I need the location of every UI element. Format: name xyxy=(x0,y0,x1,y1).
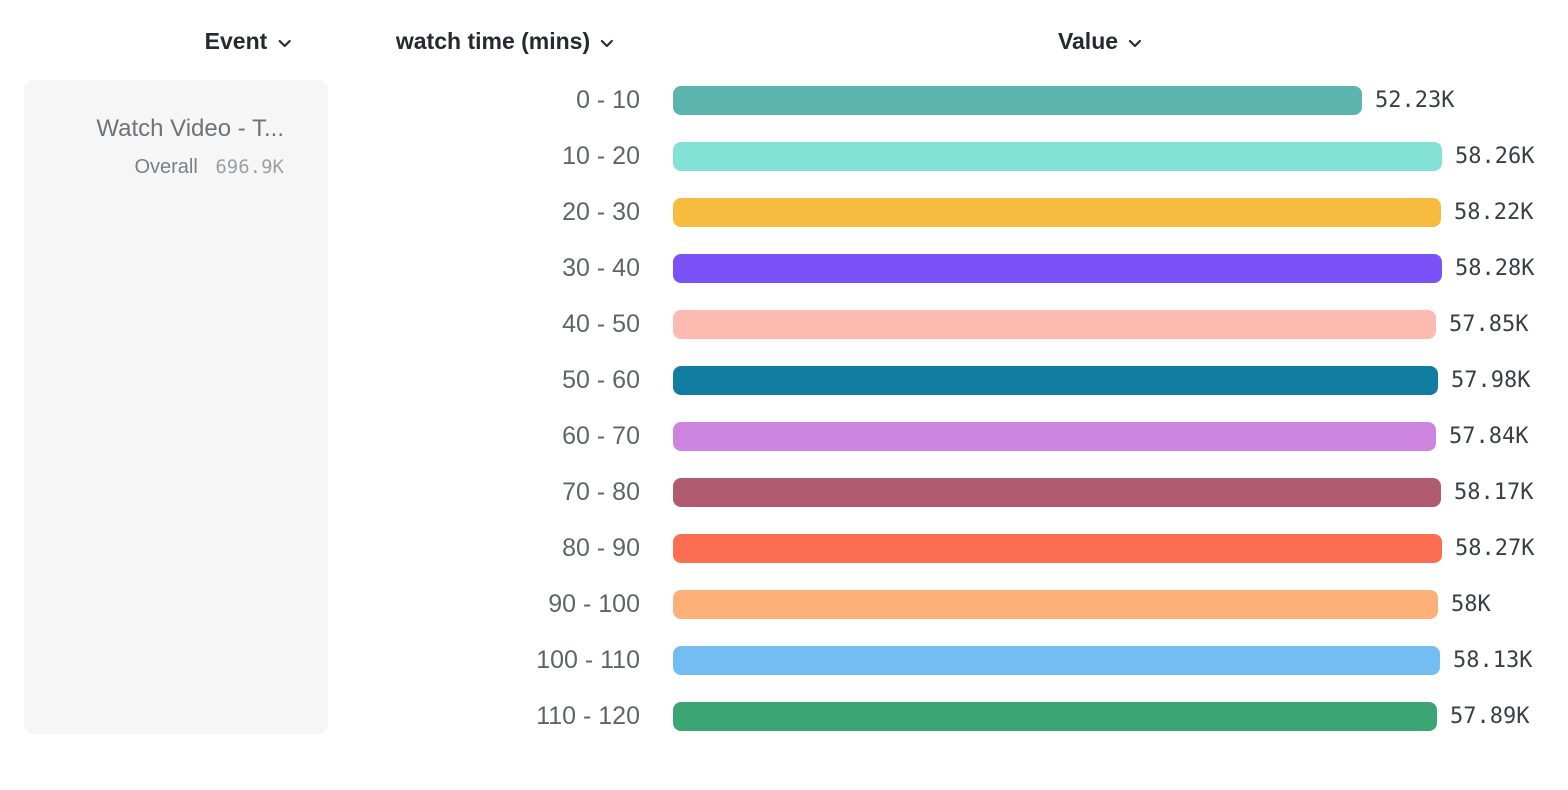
value-column-label: Value xyxy=(1057,28,1119,54)
category-label: 30 - 40 xyxy=(562,254,640,282)
category-label: 110 - 120 xyxy=(536,702,640,730)
chart-row: 40 - 50 57.85K xyxy=(0,296,1568,352)
breakdown-column-label: watch time (mins) xyxy=(395,28,591,54)
event-column-header[interactable]: Event xyxy=(205,28,292,55)
value-label: 57.85K xyxy=(1449,312,1529,337)
category-label: 40 - 50 xyxy=(562,310,640,338)
category-label: 60 - 70 xyxy=(562,422,640,450)
value-label: 58.26K xyxy=(1455,144,1535,169)
value-label: 58.28K xyxy=(1455,256,1535,281)
event-card[interactable]: Watch Video - T... Overall 696.9K xyxy=(24,80,328,734)
chart-row: 20 - 30 58.22K xyxy=(0,184,1568,240)
chevron-down-icon xyxy=(600,39,614,48)
value-column-header[interactable]: Value xyxy=(1058,28,1142,55)
chart-row: 100 - 110 58.13K xyxy=(0,632,1568,688)
value-label: 57.89K xyxy=(1450,704,1530,729)
bar[interactable] xyxy=(673,142,1442,171)
chart-row: 110 - 120 57.89K xyxy=(0,688,1568,744)
event-title: Watch Video - T... xyxy=(96,115,284,142)
value-label: 58.17K xyxy=(1454,480,1534,505)
category-label: 90 - 100 xyxy=(548,590,640,618)
category-label: 50 - 60 xyxy=(562,366,640,394)
value-label: 57.98K xyxy=(1451,368,1531,393)
chevron-down-icon xyxy=(1128,39,1142,48)
bar[interactable] xyxy=(673,310,1436,339)
bar[interactable] xyxy=(673,590,1438,619)
value-label: 52.23K xyxy=(1375,88,1455,113)
value-label: 58.27K xyxy=(1455,536,1535,561)
bar[interactable] xyxy=(673,702,1437,731)
chevron-down-icon xyxy=(277,39,291,48)
event-overall-row: Overall 696.9K xyxy=(40,154,284,180)
chart-row: 80 - 90 58.27K xyxy=(0,520,1568,576)
category-label: 70 - 80 xyxy=(562,478,640,506)
value-label: 58.13K xyxy=(1453,648,1533,673)
value-label: 58.22K xyxy=(1454,200,1534,225)
category-label: 80 - 90 xyxy=(562,534,640,562)
bar[interactable] xyxy=(673,198,1441,227)
bar[interactable] xyxy=(673,254,1442,283)
chart-row: 30 - 40 58.28K xyxy=(0,240,1568,296)
bar[interactable] xyxy=(673,646,1440,675)
breakdown-column-header[interactable]: watch time (mins) xyxy=(396,28,614,55)
chart-row: 50 - 60 57.98K xyxy=(0,352,1568,408)
category-label: 20 - 30 xyxy=(562,198,640,226)
category-label: 0 - 10 xyxy=(576,86,640,114)
category-label: 100 - 110 xyxy=(536,646,640,674)
bar-chart: 0 - 10 52.23K 10 - 20 58.26K 20 - 30 58.22K 30… xyxy=(0,72,1568,744)
bar[interactable] xyxy=(673,422,1436,451)
bar[interactable] xyxy=(673,478,1441,507)
bar[interactable] xyxy=(673,534,1442,563)
chart-row: 70 - 80 58.17K xyxy=(0,464,1568,520)
bar[interactable] xyxy=(673,86,1362,115)
category-label: 10 - 20 xyxy=(562,142,640,170)
overall-label: Overall xyxy=(134,156,198,178)
chart-row: 10 - 20 58.26K xyxy=(0,128,1568,184)
event-column-label: Event xyxy=(204,28,268,54)
overall-value: 696.9K xyxy=(215,156,284,178)
chart-row: 60 - 70 57.84K xyxy=(0,408,1568,464)
value-label: 58K xyxy=(1451,592,1491,617)
chart-row: 90 - 100 58K xyxy=(0,576,1568,632)
value-label: 57.84K xyxy=(1449,424,1529,449)
bar[interactable] xyxy=(673,366,1438,395)
chart-row: 0 - 10 52.23K xyxy=(0,72,1568,128)
